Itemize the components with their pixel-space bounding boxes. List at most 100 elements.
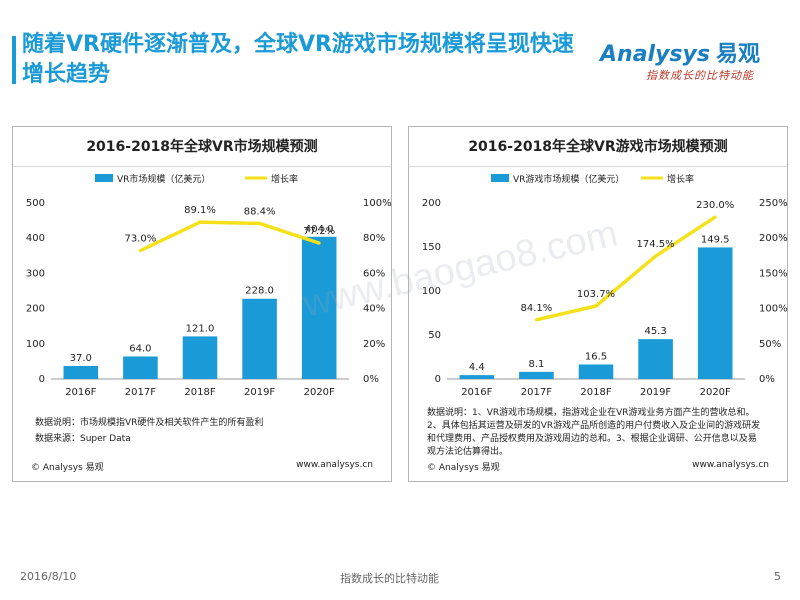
bar	[182, 336, 218, 379]
y2-axis-tick-label: 0%	[363, 374, 379, 385]
x-axis-tick-label: 2018F	[184, 387, 215, 398]
growth-rate-label: 89.1%	[184, 205, 216, 216]
logo-brand-cn: 易观	[715, 42, 760, 67]
x-axis-tick-label: 2019F	[640, 387, 671, 398]
y-axis-tick-label: 100	[422, 286, 441, 297]
growth-rate-label: 174.5%	[637, 239, 675, 250]
y2-axis-tick-label: 100%	[759, 304, 787, 315]
growth-rate-label: 77.2%	[303, 226, 335, 237]
website-link[interactable]: www.analysys.cn	[692, 460, 769, 470]
growth-rate-line	[536, 215, 717, 322]
y2-axis-tick-label: 20%	[363, 339, 385, 350]
bar	[459, 375, 495, 379]
page-number: 5	[774, 570, 781, 583]
y-axis-tick-label: 100	[26, 339, 45, 350]
legend-line-label: 增长率	[667, 173, 694, 185]
footer-date: 2016/8/10	[20, 570, 77, 583]
vr-game-note-line: 观方法论估算得出。	[427, 447, 509, 457]
website-link[interactable]: www.analysys.cn	[296, 460, 373, 470]
x-axis-tick-label: 2016F	[461, 387, 492, 398]
y-axis-tick-label: 300	[26, 268, 45, 279]
y2-axis-tick-label: 200%	[759, 233, 787, 244]
x-axis-tick-label: 2018F	[580, 387, 611, 398]
y2-axis-tick-label: 60%	[363, 268, 385, 279]
bar	[638, 339, 673, 379]
vr-market-footer: © Analysys 易观 www.analysys.cn	[31, 460, 373, 473]
bar-value-label: 4.4	[469, 362, 485, 373]
bar	[123, 356, 158, 379]
legend-bar-label: VR游戏市场规模（亿美元）	[513, 173, 624, 185]
vr-market-source: 数据来源：Super Data	[35, 434, 131, 444]
growth-rate-label: 103.7%	[577, 289, 615, 300]
growth-rate-label: 84.1%	[521, 303, 553, 314]
vr-market-note: 数据说明：市场规模指VR硬件及相关软件产生的所有盈利	[35, 418, 264, 428]
bar	[301, 236, 337, 379]
vr-game-note-line: 和代理费用、产品授权费用及游戏周边的总和。3、根据企业调研、公开信息以及易	[427, 434, 757, 444]
y2-axis-tick-label: 250%	[759, 198, 787, 209]
x-axis-tick-label: 2020F	[700, 387, 731, 398]
growth-rate-point	[534, 318, 538, 322]
y2-axis-tick-label: 100%	[363, 198, 391, 209]
bar-value-label: 64.0	[129, 343, 151, 354]
growth-rate-point	[198, 220, 202, 224]
growth-rate-point	[258, 221, 262, 225]
bar	[519, 371, 554, 379]
growth-rate-line	[139, 220, 320, 253]
bar-value-label: 121.0	[186, 323, 215, 334]
vr-game-market-panel: 2016-2018年全球VR游戏市场规模预测 VR游戏市场规模（亿美元） 增长率 0…	[408, 126, 788, 482]
growth-rate-point	[713, 215, 717, 219]
bar	[242, 298, 277, 379]
y-axis-tick-label: 200	[26, 304, 45, 315]
growth-rate-point	[654, 254, 658, 258]
logo-brand: Analysys	[600, 42, 710, 67]
bar	[578, 364, 614, 379]
analysys-logo: Analysys 易观 指数成长的比特动能	[600, 36, 790, 86]
bar	[697, 247, 733, 379]
y2-axis-tick-label: 50%	[759, 339, 781, 350]
growth-rate-label: 230.0%	[696, 200, 734, 211]
vr-game-footer: © Analysys 易观 www.analysys.cn	[427, 460, 769, 473]
page-title: 随着VR硬件逐渐普及，全球VR游戏市场规模将呈现快速增长趋势	[22, 32, 574, 87]
y2-axis-tick-label: 0%	[759, 374, 775, 385]
legend-bar-label: VR市场规模（亿美元）	[117, 173, 210, 185]
bar-value-label: 149.5	[701, 234, 730, 245]
bar-value-label: 8.1	[528, 359, 544, 370]
y-axis-tick-label: 50	[428, 330, 441, 341]
bar-value-label: 37.0	[70, 353, 92, 364]
vr-market-panel: 2016-2018年全球VR市场规模预测 VR市场规模（亿美元） 增长率 0 100 2…	[12, 126, 392, 482]
x-axis-tick-label: 2019F	[244, 387, 275, 398]
logo-wordmark: Analysys 易观	[600, 36, 760, 68]
logo-slogan: 指数成长的比特动能	[646, 69, 754, 82]
vr-game-chart-title: 2016-2018年全球VR游戏市场规模预测	[409, 127, 787, 167]
copyright-text: © Analysys 易观	[427, 463, 500, 473]
y2-axis-tick-label: 150%	[759, 268, 787, 279]
vr-market-chart-title: 2016-2018年全球VR市场规模预测	[13, 127, 391, 167]
copyright-text: © Analysys 易观	[31, 463, 104, 473]
y2-axis-tick-label: 40%	[363, 304, 385, 315]
x-axis-tick-label: 2017F	[125, 387, 156, 398]
growth-rate-point	[138, 249, 142, 253]
x-axis-tick-label: 2020F	[304, 387, 335, 398]
x-axis-tick-label: 2016F	[65, 387, 96, 398]
vr-game-market-chart: VR游戏市场规模（亿美元） 增长率 0 50 100 150 200 0% 50% 100% 150…	[422, 173, 787, 398]
bar-value-label: 45.3	[644, 326, 666, 337]
y-axis-tick-label: 400	[26, 233, 45, 244]
growth-rate-point	[317, 241, 321, 245]
y-axis-tick-label: 150	[422, 242, 441, 253]
footer-slogan: 指数成长的比特动能	[340, 572, 439, 585]
legend-bar-swatch	[491, 174, 509, 182]
bar-value-label: 16.5	[585, 351, 607, 362]
legend-line-label: 增长率	[271, 173, 298, 185]
y2-axis-tick-label: 80%	[363, 233, 385, 244]
bar-value-label: 228.0	[245, 286, 274, 297]
y-axis-tick-label: 0	[39, 374, 45, 385]
title-accent-bar	[12, 36, 16, 84]
vr-game-note: 数据说明：1、VR游戏市场规模，指游戏企业在VR游戏业务方面产生的营收总和。 2…	[427, 407, 760, 459]
y-axis-tick-label: 200	[422, 198, 441, 209]
growth-rate-label: 88.4%	[244, 206, 276, 217]
chart-legend: VR游戏市场规模（亿美元） 增长率	[491, 173, 694, 185]
bar-value-label: 404.0	[305, 224, 334, 235]
legend-bar-swatch	[95, 174, 113, 182]
growth-rate-label: 73.0%	[125, 234, 157, 245]
vr-game-note-line: 数据说明：1、VR游戏市场规模，指游戏企业在VR游戏业务方面产生的营收总和。	[427, 408, 755, 418]
